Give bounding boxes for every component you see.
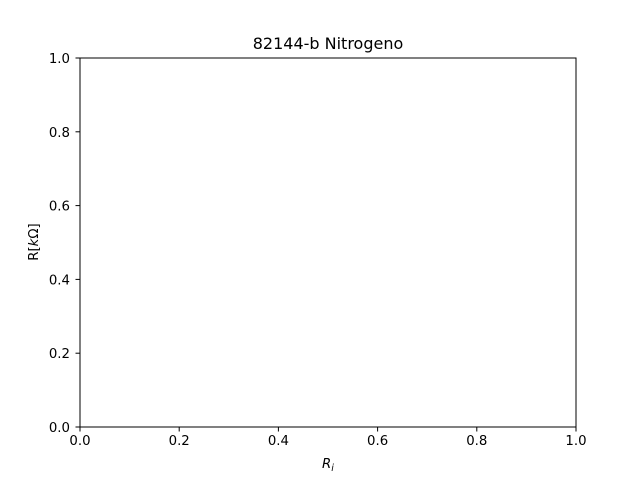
x-tick-label: 0.6 (367, 434, 388, 449)
y-axis-label-k: k (27, 237, 42, 246)
y-tick-label: 0.4 (49, 273, 70, 288)
y-axis-label-prefix: R[ (27, 246, 42, 260)
chart-title: 82144-b Nitrogeno (253, 34, 404, 53)
x-axis-label-subscript: i (331, 463, 334, 474)
x-axis-label-main: R (322, 457, 331, 472)
x-tick-label: 0.4 (268, 434, 289, 449)
plot-area-frame (79, 57, 577, 428)
y-tick-label: 0.6 (49, 200, 70, 215)
x-tick-label: 0.0 (69, 434, 90, 449)
y-axis-label-suffix: ] (27, 223, 42, 228)
y-tick-label: 0.8 (49, 126, 70, 141)
x-tick-label: 0.8 (466, 434, 487, 449)
x-axis-label: Ri (322, 457, 334, 474)
y-axis-label-omega: Ω (27, 228, 42, 238)
y-tick-label: 0.2 (49, 347, 70, 362)
x-tick-label: 1.0 (565, 434, 586, 449)
y-tick-label: 1.0 (49, 52, 70, 67)
y-axis-label: R[kΩ] (27, 223, 42, 261)
y-axis: 0.0 0.2 0.4 0.6 0.8 1.0 (49, 52, 80, 436)
x-axis: 0.0 0.2 0.4 0.6 0.8 1.0 (69, 427, 587, 449)
x-tick-label: 0.2 (169, 434, 190, 449)
y-tick-label: 0.0 (49, 421, 70, 436)
